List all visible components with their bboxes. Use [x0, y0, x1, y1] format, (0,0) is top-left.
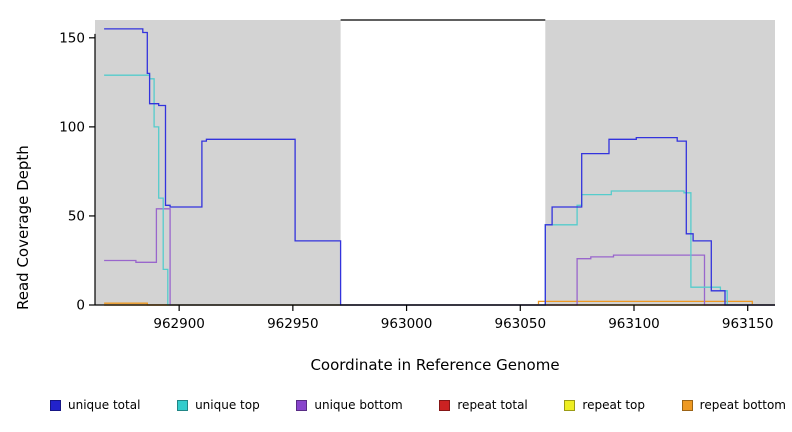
series-unique-top — [104, 74, 775, 306]
unique-bottom-swatch-icon — [296, 399, 308, 411]
repeat-bottom-swatch-icon — [681, 399, 693, 411]
svg-text:100: 100 — [59, 119, 85, 135]
svg-text:150: 150 — [59, 30, 85, 46]
coverage-plot-svg: 962900 962950 963000 963050 963100 963150 0 50 1… — [59, 19, 775, 332]
svg-text:963000: 963000 — [381, 316, 433, 332]
svg-text:50: 50 — [68, 208, 85, 224]
repeat-top-swatch-icon — [564, 399, 576, 411]
svg-text:963100: 963100 — [608, 316, 660, 332]
legend-item-unique-bottom: unique bottom — [296, 398, 403, 412]
legend: unique total unique top unique bottom re… — [50, 398, 786, 412]
svg-text:963150: 963150 — [722, 316, 774, 332]
legend-label: repeat total — [457, 398, 528, 412]
plot-area: 962900 962950 963000 963050 963100 963150 0 50 1… — [59, 19, 775, 332]
svg-text:962950: 962950 — [267, 316, 319, 332]
series-unique-bottom — [104, 208, 775, 306]
legend-item-unique-total: unique total — [50, 398, 140, 412]
unique-total-swatch-icon — [50, 399, 61, 411]
svg-text:962900: 962900 — [153, 316, 205, 332]
legend-label: unique bottom — [314, 398, 403, 412]
legend-label: unique top — [195, 398, 260, 412]
legend-label: repeat bottom — [699, 398, 786, 412]
svg-text:963050: 963050 — [495, 316, 547, 332]
unique-top-swatch-icon — [177, 399, 189, 411]
legend-item-repeat-top: repeat top — [564, 398, 645, 412]
repeat-total-swatch-icon — [439, 399, 451, 411]
legend-label: repeat top — [582, 398, 646, 412]
svg-text:0: 0 — [76, 298, 85, 314]
legend-item-unique-top: unique top — [177, 398, 260, 412]
legend-label: unique total — [68, 398, 141, 412]
legend-item-repeat-total: repeat total — [439, 398, 528, 412]
legend-item-repeat-bottom: repeat bottom — [681, 398, 786, 412]
x-axis-label: Coordinate in Reference Genome — [310, 356, 560, 374]
y-axis-label: Read Coverage Depth — [14, 145, 32, 310]
